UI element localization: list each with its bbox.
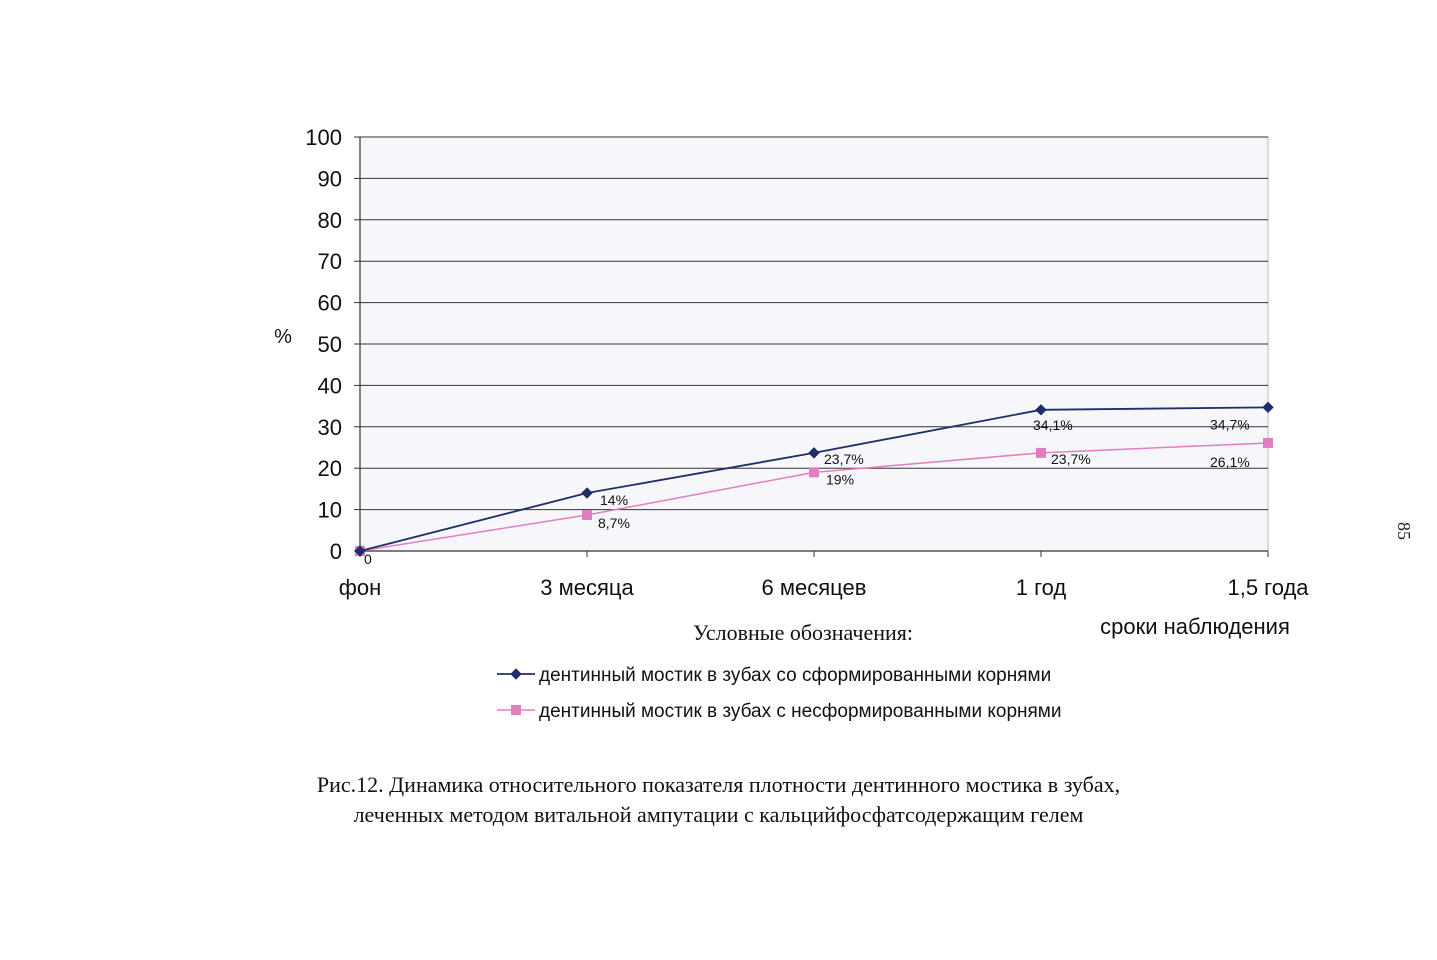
data-label: 34,1% — [1033, 417, 1073, 433]
data-label: 26,1% — [1210, 454, 1250, 470]
y-tick-label: 20 — [318, 456, 342, 481]
x-axis-title: сроки наблюдения — [1100, 614, 1290, 639]
y-axis-title: % — [274, 326, 292, 348]
data-label: 14% — [600, 492, 628, 508]
legend: дентинный мостик в зубах со сформированн… — [497, 665, 1061, 722]
figure-caption-line-2: леченных методом витальной ампутации с к… — [353, 802, 1084, 827]
y-tick-label: 0 — [330, 539, 342, 564]
y-tick-label: 100 — [305, 125, 342, 150]
data-point-diamond — [354, 545, 366, 557]
data-point-square — [582, 509, 592, 520]
grid-lines — [360, 136, 1268, 511]
y-axis: 0 10 20 30 40 50 60 70 80 90 100 — [305, 125, 361, 564]
y-tick-label: 10 — [318, 498, 342, 523]
y-tick-label: 60 — [318, 291, 342, 316]
data-label: 0 — [364, 551, 372, 567]
data-label: 34,7% — [1210, 416, 1250, 432]
legend-entry: дентинный мостик в зубах с несформирован… — [539, 701, 1061, 722]
x-tick-label: 1,5 года — [1227, 575, 1309, 600]
data-point-square — [1263, 437, 1273, 448]
data-point-diamond — [1262, 401, 1274, 414]
page-number: 85 — [1394, 522, 1414, 540]
x-tick-label: 3 месяца — [540, 575, 634, 600]
y-tick-label: 80 — [318, 208, 342, 233]
data-labels: 0 14% 23,7% 34,1% 34,7% 8,7% 19% 23,7% 26,1% — [364, 416, 1250, 567]
data-point-diamond — [808, 447, 820, 459]
data-point-square — [511, 705, 521, 715]
legend-title: Условные обозначения: — [693, 620, 913, 645]
y-tick-label: 40 — [318, 373, 342, 398]
y-tick-label: 70 — [318, 249, 342, 274]
data-point-square — [809, 467, 819, 478]
data-point-diamond — [510, 668, 522, 680]
x-tick-label: фон — [339, 575, 382, 600]
legend-entry: дентинный мостик в зубах со сформированн… — [539, 665, 1051, 686]
series-group — [354, 401, 1274, 557]
data-label: 8,7% — [598, 515, 630, 531]
data-label: 23,7% — [1051, 451, 1091, 467]
data-label: 23,7% — [824, 451, 864, 467]
x-axis: фон 3 месяца 6 месяцев 1 год 1,5 года — [339, 550, 1309, 600]
y-tick-label: 30 — [318, 415, 342, 440]
y-tick-label: 90 — [318, 166, 342, 191]
data-label: 19% — [826, 471, 854, 487]
figure-caption-line-1: Рис.12. Динамика относительного показате… — [316, 772, 1121, 797]
data-point-diamond — [581, 487, 593, 499]
y-tick-label: 50 — [318, 332, 342, 357]
data-point-diamond — [1035, 404, 1047, 416]
x-tick-label: 1 год — [1016, 575, 1067, 600]
x-tick-label: 6 месяцев — [762, 575, 867, 600]
data-point-square — [1036, 447, 1046, 458]
